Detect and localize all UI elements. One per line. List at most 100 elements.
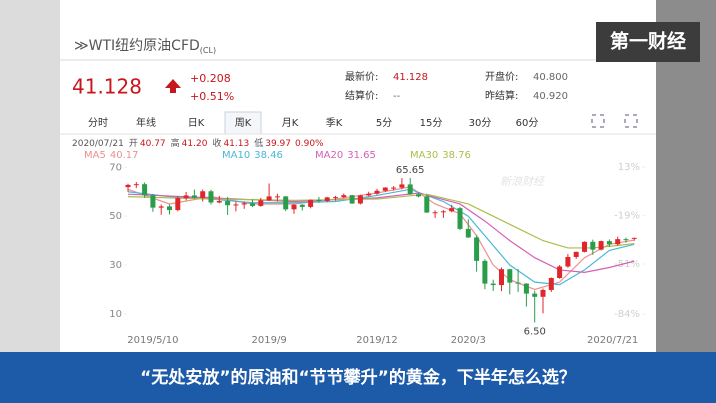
candle-body <box>598 241 604 250</box>
candle-body <box>175 198 181 211</box>
chart: 70 50 30 10 13% -19% -51% -84% 2019/5/10 2019/9 20… <box>84 150 645 346</box>
tab[interactable]: 5分 <box>376 117 392 129</box>
candle-body <box>474 237 480 261</box>
y-tick-label: 30 <box>109 260 122 271</box>
candle-body <box>606 241 612 245</box>
candle-body <box>274 196 280 198</box>
candle-body <box>482 260 488 284</box>
info-label: 低 <box>254 137 263 149</box>
panel <box>60 0 656 352</box>
y-tick-label: 50 <box>109 211 122 222</box>
candle-body <box>631 237 637 239</box>
candle-body <box>515 282 521 284</box>
ma-line <box>127 186 635 291</box>
candle-body <box>374 190 380 194</box>
candle-body <box>150 195 156 208</box>
candle-body <box>565 256 571 267</box>
candle-body <box>341 195 347 198</box>
candle-body <box>407 184 413 195</box>
tab[interactable]: 周K <box>235 117 252 129</box>
info-change: 0.90% <box>295 139 324 149</box>
y2-tick-label: 13% <box>618 162 640 173</box>
title: ≫WTI纽约原油CFD <box>74 38 200 54</box>
ma-legend: MA5 40.17 <box>84 150 138 161</box>
change-pct: +0.51% <box>190 90 234 103</box>
field-label: 结算价: <box>345 89 378 102</box>
candle-body <box>183 195 189 199</box>
candle-body <box>299 204 305 207</box>
candle-body <box>133 184 139 186</box>
page-title: ≫WTI纽约原油CFD(CL) <box>74 38 216 55</box>
field-label: 最新价: <box>345 70 378 83</box>
y-tick-label: 70 <box>109 162 122 173</box>
candle-body <box>391 187 397 189</box>
tab[interactable]: 60分 <box>516 117 539 129</box>
info-label: 收 <box>212 137 221 149</box>
expand-icon[interactable] <box>624 114 638 128</box>
candle-body <box>623 239 629 241</box>
y2-tick-label: -84% <box>614 309 640 320</box>
candle-body <box>590 241 596 250</box>
tab[interactable]: 15分 <box>420 117 443 129</box>
x-tick-label: 2019/12 <box>356 335 398 346</box>
ma-name: MA5 <box>84 150 106 161</box>
candle-body <box>532 293 538 297</box>
ma-value: 40.17 <box>110 150 139 161</box>
info-value: 40.77 <box>140 139 166 149</box>
tab[interactable]: 日K <box>188 118 205 129</box>
candle-body <box>250 203 255 206</box>
candle-body <box>316 199 322 202</box>
x-tick-label: 2019/5/10 <box>127 335 178 346</box>
candle-body <box>399 184 405 188</box>
ma-line <box>127 188 635 286</box>
info-value: 41.20 <box>182 139 208 149</box>
candle-body <box>333 197 338 199</box>
candle-body <box>557 266 563 278</box>
candle-body <box>208 191 214 203</box>
fullscreen-icon[interactable] <box>591 114 605 128</box>
candle-body <box>523 283 529 294</box>
ma-line <box>127 192 635 273</box>
candle-body <box>200 191 206 198</box>
candle-body <box>490 283 496 286</box>
ma-legend: MA10 38.46 <box>222 150 283 161</box>
ma-value: 38.76 <box>442 150 471 161</box>
x-tick-label: 2020/7/21 <box>587 335 638 346</box>
candle-body <box>125 184 131 188</box>
tab[interactable]: 30分 <box>469 117 492 129</box>
info-date: 2020/07/21 <box>72 139 124 149</box>
candle-body <box>266 196 272 201</box>
tab[interactable]: 季K <box>326 117 343 129</box>
candle-body <box>615 239 621 245</box>
tab[interactable]: 月K <box>282 117 299 129</box>
tab[interactable]: 年线 <box>136 116 156 129</box>
price: 41.128 <box>72 75 142 99</box>
y2-tick-label: -51% <box>614 259 640 270</box>
tab-bar: 分时 年线 日K 周K 月K 季K 5分 15分 30分 60分 <box>88 111 539 135</box>
candle-body <box>158 206 164 208</box>
candle-body <box>241 203 247 205</box>
change: +0.208 <box>190 72 231 85</box>
ma-legend: MA30 38.76 <box>410 150 471 161</box>
tab[interactable]: 分时 <box>88 117 108 129</box>
field-label: 昨结算: <box>485 89 518 102</box>
candle-body <box>432 212 438 214</box>
ma-value: 31.65 <box>347 150 376 161</box>
candle-body <box>167 206 172 211</box>
up-arrow <box>165 79 181 93</box>
ma-name: MA10 <box>222 150 250 161</box>
candle-body <box>540 289 546 297</box>
candle-body <box>349 195 355 204</box>
title-suffix: (CL) <box>200 46 216 55</box>
info-label: 开 <box>129 138 138 149</box>
candle-body <box>366 193 372 196</box>
info-label: 高 <box>171 137 180 149</box>
candle-body <box>573 251 579 257</box>
ma-legend: MA20 31.65 <box>315 150 376 161</box>
x-tick-label: 2020/3 <box>451 335 486 346</box>
candle-body <box>233 204 239 206</box>
candle-body <box>582 241 587 252</box>
candle-body <box>308 199 314 207</box>
ma-name: MA30 <box>410 150 438 161</box>
